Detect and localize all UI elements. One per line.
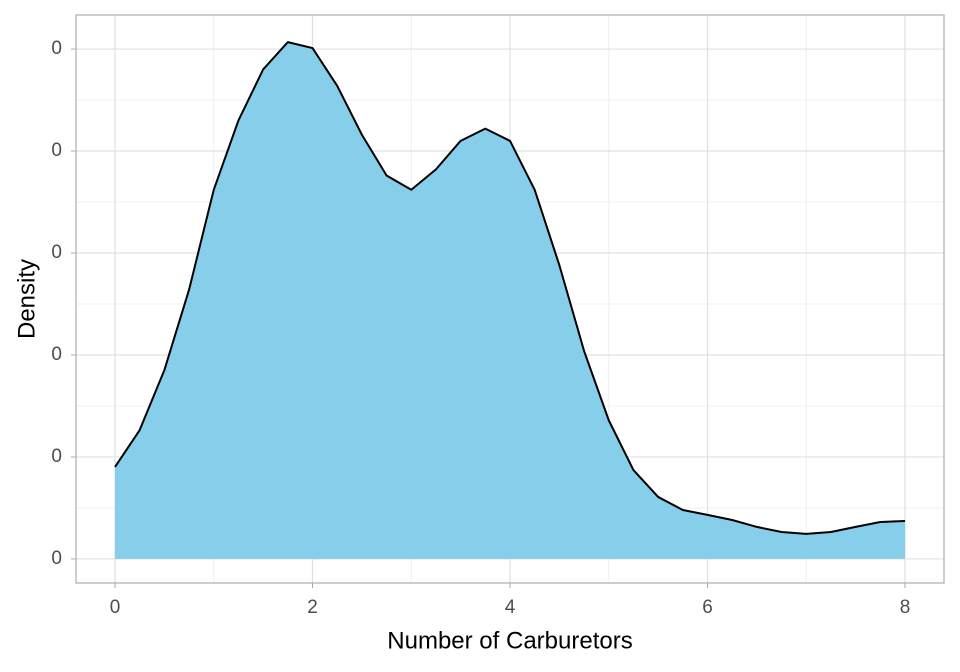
y-tick-label: 0 xyxy=(51,344,62,365)
density-area xyxy=(115,42,905,559)
y-tick-label: 0 xyxy=(51,140,62,161)
x-tick-label: 6 xyxy=(702,597,713,618)
y-axis-title: Density xyxy=(13,259,40,339)
density-line xyxy=(114,41,906,535)
x-tick-label: 0 xyxy=(110,597,121,618)
x-tick-label: 2 xyxy=(307,597,318,618)
y-tick-label: 0 xyxy=(51,446,62,467)
x-axis-title: Number of Carburetors xyxy=(387,627,632,654)
y-tick-label: 0 xyxy=(51,242,62,263)
x-tick-label: 8 xyxy=(900,597,911,618)
y-tick-label: 0 xyxy=(51,548,62,569)
y-tick-label: 0 xyxy=(51,38,62,59)
panel-border xyxy=(75,14,945,584)
x-tick-label: 4 xyxy=(505,597,516,618)
